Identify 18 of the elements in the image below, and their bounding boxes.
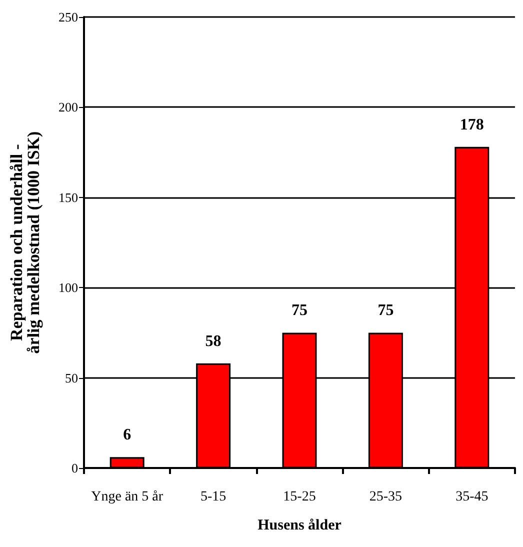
data-label: 6 [123,426,132,444]
y-tick-label: 250 [58,10,78,24]
x-tick-label: 15-25 [283,490,316,504]
x-tick-label: 5-15 [200,490,226,504]
y-tick-label: 0 [72,460,78,476]
data-label: 75 [378,302,394,320]
data-label: 58 [205,332,222,350]
x-tick-label: 35-45 [456,490,488,504]
y-tick-label: 100 [58,280,78,296]
data-label: 75 [292,302,308,320]
y-tick-label: 50 [65,370,78,386]
y-tick-label: 200 [58,100,78,115]
x-axis-title: Husens ålder [258,518,342,534]
x-tick-label: Ynge än 5 år [91,490,164,504]
y-axis-title: Reparation och underhåll - årlig medelkostnad (1000 ISK) [7,131,43,354]
x-tick-label: 25-35 [369,490,402,504]
y-tick-label: 150 [58,190,78,205]
data-label: 178 [460,116,484,134]
